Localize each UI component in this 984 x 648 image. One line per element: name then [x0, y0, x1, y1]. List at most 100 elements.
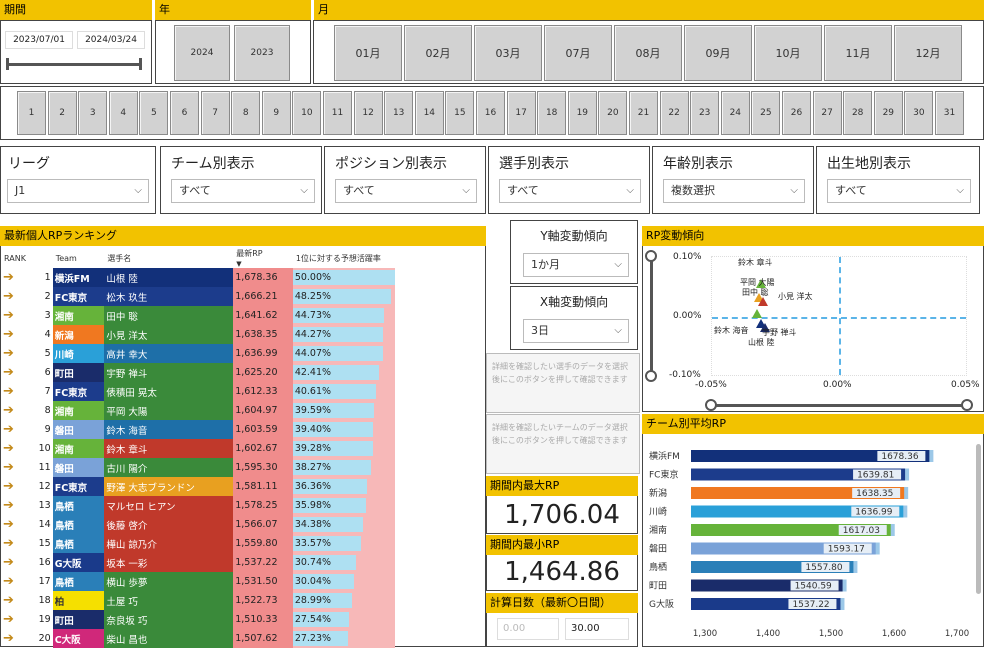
day-button[interactable]: 26 — [782, 91, 811, 135]
period-slider-end-handle[interactable] — [139, 58, 142, 70]
day-button[interactable]: 3 — [78, 91, 108, 135]
trend-arrow-icon: ➔ — [3, 479, 14, 494]
header-rp[interactable]: 最新RP ▼ — [236, 249, 263, 268]
table-row[interactable]: ➔ 10 湘南 鈴木 章斗 1,602.67 39.28% — [1, 439, 395, 458]
team-detail-button[interactable]: 詳細を確認したいチームのデータ選択後にこのボタンを押して確認できます — [486, 414, 640, 474]
x-slider-right-handle[interactable] — [961, 399, 973, 411]
bar[interactable] — [691, 505, 904, 518]
day-button[interactable]: 23 — [690, 91, 720, 135]
bar[interactable] — [691, 468, 906, 481]
header-prob[interactable]: 1位に対する予想活躍率 — [295, 253, 381, 263]
day-button[interactable]: 6 — [170, 91, 199, 135]
scrollbar[interactable] — [976, 444, 981, 594]
day-button[interactable]: 19 — [567, 91, 597, 135]
table-row[interactable]: ➔ 8 湘南 平岡 大陽 1,604.97 39.59% — [1, 401, 395, 420]
bar[interactable] — [691, 487, 905, 499]
day-button[interactable]: 30 — [904, 91, 934, 135]
period-slider-start-handle[interactable] — [6, 58, 9, 70]
header-player[interactable]: 選手名 — [107, 253, 132, 263]
month-button[interactable]: 03月 — [474, 25, 542, 81]
table-row[interactable]: ➔ 4 新潟 小見 洋太 1,638.35 44.27% — [1, 325, 395, 344]
league-dropdown[interactable]: J1 ⌵ — [7, 179, 149, 203]
position-dropdown[interactable]: すべて ⌵ — [335, 179, 477, 203]
birthplace-dropdown[interactable]: すべて ⌵ — [827, 179, 971, 203]
data-point[interactable] — [758, 297, 768, 306]
year-button-2024[interactable]: 2024 — [174, 25, 230, 81]
table-row[interactable]: ➔ 3 湘南 田中 聡 1,641.62 44.73% — [1, 306, 395, 325]
y-trend-dropdown[interactable]: 1か月 ⌵ — [523, 253, 629, 277]
day-button[interactable]: 13 — [384, 91, 414, 135]
table-row[interactable]: ➔ 7 FC東京 俵積田 晃太 1,612.33 40.61% — [1, 382, 395, 401]
y-slider-top-handle[interactable] — [645, 250, 657, 262]
period-end-input[interactable]: 2024/03/24 — [77, 31, 145, 49]
table-row[interactable]: ➔ 14 鳥栖 後藤 啓介 1,566.07 34.38% — [1, 515, 395, 534]
x-slider-track[interactable] — [711, 404, 969, 407]
day-button[interactable]: 11 — [323, 91, 352, 135]
day-button[interactable]: 21 — [629, 91, 658, 135]
age-dropdown[interactable]: 複数選択 ⌵ — [663, 179, 805, 203]
day-button[interactable]: 27 — [812, 91, 842, 135]
day-button[interactable]: 17 — [506, 91, 536, 135]
day-button[interactable]: 14 — [414, 91, 444, 135]
day-button[interactable]: 16 — [476, 91, 505, 135]
header-team[interactable]: Team — [55, 253, 77, 263]
month-button[interactable]: 01月 — [334, 25, 402, 81]
day-button[interactable]: 18 — [537, 91, 567, 135]
table-row[interactable]: ➔ 20 C大阪 柴山 昌也 1,507.62 27.23% — [1, 629, 395, 648]
player-dropdown[interactable]: すべて ⌵ — [499, 179, 641, 203]
data-point[interactable] — [756, 279, 766, 288]
day-button[interactable]: 5 — [139, 91, 169, 135]
player-detail-button[interactable]: 詳細を確認したい選手のデータを選択後にこのボタンを押して確認できます — [486, 353, 640, 413]
header-rank[interactable]: RANK — [4, 253, 26, 263]
day-button[interactable]: 1 — [17, 91, 46, 135]
table-row[interactable]: ➔ 19 町田 奈良坂 巧 1,510.33 27.54% — [1, 610, 395, 629]
month-button[interactable]: 10月 — [754, 25, 822, 81]
x-slider-left-handle[interactable] — [705, 399, 717, 411]
day-button[interactable]: 20 — [598, 91, 628, 135]
calc-days-to-input[interactable]: 30.00 — [565, 618, 629, 640]
table-row[interactable]: ➔ 2 FC東京 松木 玖生 1,666.21 48.25% — [1, 287, 395, 306]
team-dropdown[interactable]: すべて ⌵ — [171, 179, 315, 203]
table-row[interactable]: ➔ 15 鳥栖 樺山 諒乃介 1,559.80 33.57% — [1, 534, 395, 553]
day-button[interactable]: 8 — [231, 91, 261, 135]
period-slider-track[interactable] — [7, 63, 141, 66]
bar[interactable] — [691, 450, 930, 462]
table-row[interactable]: ➔ 1 横浜FM 山根 陸 1,678.36 50.00% — [1, 268, 395, 287]
y-slider-track[interactable] — [650, 256, 653, 376]
day-button[interactable]: 22 — [659, 91, 689, 135]
table-row[interactable]: ➔ 6 町田 宇野 禅斗 1,625.20 42.41% — [1, 363, 395, 382]
day-button[interactable]: 28 — [843, 91, 873, 135]
table-row[interactable]: ➔ 11 磐田 古川 陽介 1,595.30 38.27% — [1, 458, 395, 477]
day-button[interactable]: 2 — [47, 91, 77, 135]
month-button[interactable]: 08月 — [614, 25, 682, 81]
day-button[interactable]: 10 — [292, 91, 322, 135]
table-row[interactable]: ➔ 16 G大阪 坂本 一彩 1,537.22 30.74% — [1, 553, 395, 572]
day-button[interactable]: 15 — [445, 91, 475, 135]
period-start-input[interactable]: 2023/07/01 — [5, 31, 73, 49]
day-button[interactable]: 9 — [261, 91, 291, 135]
day-button[interactable]: 12 — [353, 91, 383, 135]
calc-days-from-input[interactable]: 0.00 — [497, 618, 559, 640]
table-row[interactable]: ➔ 13 鳥栖 マルセロ ヒアン 1,578.25 35.98% — [1, 496, 395, 515]
data-point[interactable] — [752, 309, 762, 318]
day-button[interactable]: 7 — [200, 91, 230, 135]
day-button[interactable]: 31 — [935, 91, 964, 135]
x-trend-dropdown[interactable]: 3日 ⌵ — [523, 319, 629, 343]
day-button[interactable]: 25 — [751, 91, 781, 135]
month-button[interactable]: 09月 — [684, 25, 752, 81]
day-button[interactable]: 4 — [108, 91, 138, 135]
month-button[interactable]: 12月 — [894, 25, 962, 81]
year-button-2023[interactable]: 2023 — [234, 25, 290, 81]
table-row[interactable]: ➔ 17 鳥栖 横山 歩夢 1,531.50 30.04% — [1, 572, 395, 591]
table-row[interactable]: ➔ 5 川崎 高井 幸大 1,636.99 44.07% — [1, 344, 395, 363]
table-row[interactable]: ➔ 9 磐田 鈴木 海音 1,603.59 39.40% — [1, 420, 395, 439]
data-point[interactable] — [760, 323, 770, 332]
table-row[interactable]: ➔ 18 柏土屋 巧 1,522.73 28.99% — [1, 591, 395, 610]
month-button[interactable]: 11月 — [824, 25, 892, 81]
day-button[interactable]: 29 — [873, 91, 903, 135]
y-slider-bottom-handle[interactable] — [645, 370, 657, 382]
table-row[interactable]: ➔ 12 FC東京 野澤 大志ブランドン 1,581.11 36.36% — [1, 477, 395, 496]
month-button[interactable]: 02月 — [404, 25, 472, 81]
day-button[interactable]: 24 — [720, 91, 750, 135]
month-button[interactable]: 07月 — [544, 25, 612, 81]
